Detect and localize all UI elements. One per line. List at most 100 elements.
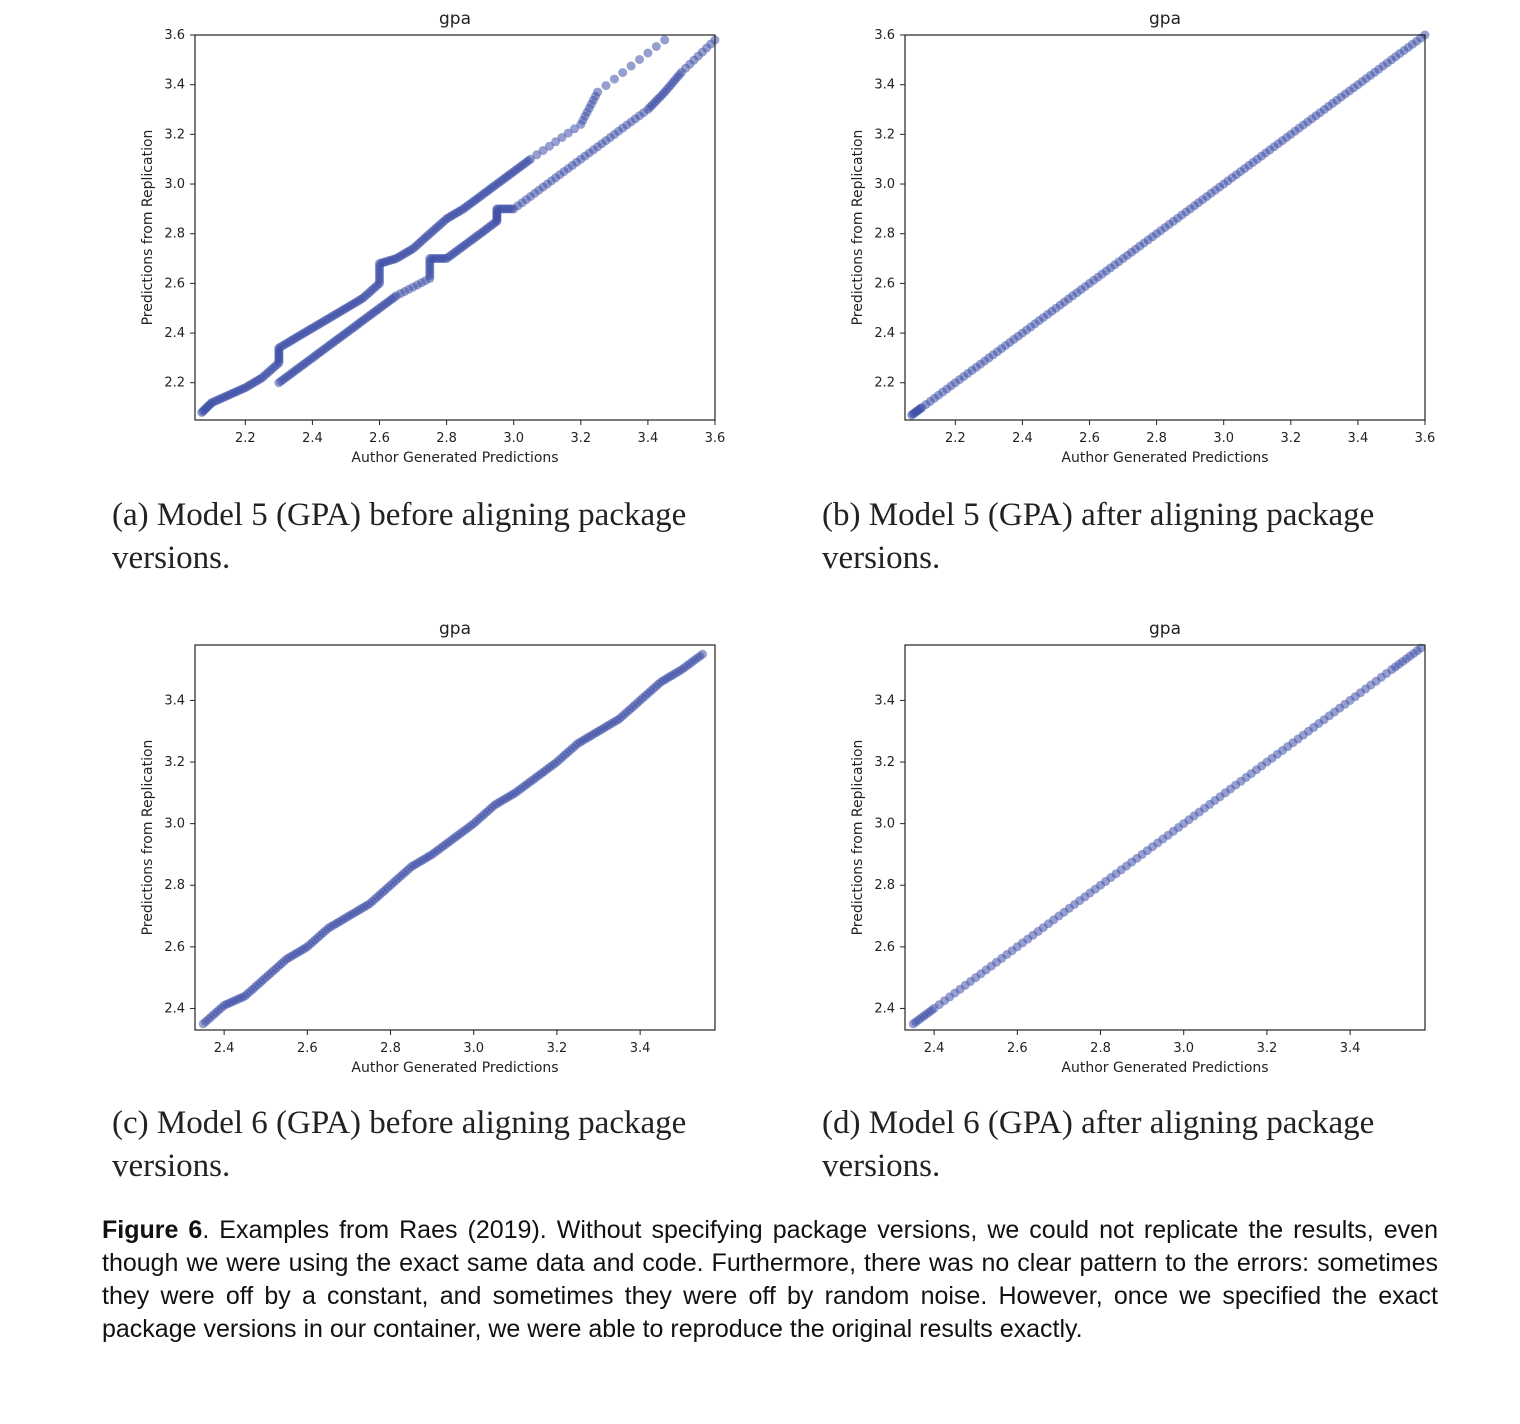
x-tick-label: 3.6 bbox=[705, 431, 726, 446]
x-tick-label: 2.2 bbox=[235, 431, 256, 446]
x-axis-label: Author Generated Predictions bbox=[351, 450, 558, 466]
x-tick-label: 2.4 bbox=[924, 1041, 945, 1056]
chart-panel-d: gpa 2.4 2.6 2.8 3.0 3.2 3.4 2.4 2.6 2.8 3.0 3.2 3.4 A… bbox=[830, 610, 1470, 1090]
x-tick-label: 3.4 bbox=[630, 1041, 651, 1056]
data-point bbox=[526, 154, 535, 164]
data-point bbox=[551, 137, 561, 147]
data-point bbox=[626, 61, 636, 71]
y-tick-label: 2.6 bbox=[164, 940, 185, 955]
x-tick-label: 2.4 bbox=[214, 1041, 235, 1056]
y-tick-label: 3.0 bbox=[874, 177, 895, 192]
data-point bbox=[532, 150, 542, 160]
scatter-points bbox=[907, 30, 1430, 420]
x-tick-label: 2.8 bbox=[380, 1041, 401, 1056]
y-tick-label: 2.8 bbox=[874, 878, 895, 893]
scatter-points bbox=[197, 35, 720, 417]
x-axis-label: Author Generated Predictions bbox=[1061, 450, 1268, 466]
data-point bbox=[570, 124, 579, 134]
y-tick-label: 2.6 bbox=[164, 276, 185, 291]
y-tick-label: 2.8 bbox=[164, 878, 185, 893]
y-tick-label: 3.0 bbox=[874, 817, 895, 832]
chart-title: gpa bbox=[439, 619, 471, 639]
plot-frame bbox=[904, 34, 1426, 421]
x-axis-label: Author Generated Predictions bbox=[351, 1060, 558, 1076]
y-tick-label: 2.2 bbox=[874, 376, 895, 391]
x-tick-label: 3.4 bbox=[1348, 431, 1369, 446]
data-point bbox=[618, 68, 628, 78]
x-tick-label: 3.0 bbox=[503, 431, 524, 446]
x-axis-label: Author Generated Predictions bbox=[1061, 1060, 1268, 1076]
data-point bbox=[635, 55, 644, 64]
x-tick-label: 3.2 bbox=[570, 431, 591, 446]
caption-c: (c) Model 6 (GPA) before aligning packag… bbox=[112, 1105, 687, 1184]
chart-panel-b: gpa 2.2 2.4 2.6 2.8 3.0 3.2 3.4 3.6 2.2 2.4 2.6 2.8 3… bbox=[830, 0, 1470, 480]
data-point bbox=[609, 74, 619, 84]
plot-frame bbox=[194, 34, 716, 421]
y-tick-label: 2.8 bbox=[164, 227, 185, 242]
scatter-points bbox=[908, 643, 1426, 1029]
y-axis-label: Predictions from Replication bbox=[850, 740, 866, 936]
x-tick-label: 3.2 bbox=[1280, 431, 1301, 446]
x-tick-label: 3.0 bbox=[1173, 1041, 1194, 1056]
chart-title: gpa bbox=[1149, 619, 1181, 639]
y-tick-label: 3.6 bbox=[164, 28, 185, 43]
y-tick-label: 3.2 bbox=[874, 755, 895, 770]
scatter-chart-c: gpa 2.4 2.6 2.8 3.0 3.2 3.4 2.4 2.6 2.8 3.0 3.2 3.4 A… bbox=[140, 619, 716, 1076]
x-tick-label: 2.6 bbox=[369, 431, 390, 446]
y-axis-label: Predictions from Replication bbox=[140, 740, 156, 936]
data-point bbox=[538, 146, 548, 155]
x-tick-label: 2.4 bbox=[1012, 431, 1033, 446]
x-tick-label: 2.2 bbox=[945, 431, 966, 446]
plot-frame bbox=[904, 644, 1426, 1031]
x-tick-label: 3.0 bbox=[463, 1041, 484, 1056]
scatter-points bbox=[198, 649, 707, 1029]
x-tick-label: 2.4 bbox=[302, 431, 323, 446]
y-tick-label: 2.2 bbox=[164, 376, 185, 391]
data-point bbox=[1416, 643, 1426, 653]
y-tick-label: 2.4 bbox=[164, 1001, 185, 1016]
scatter-chart-b: gpa 2.2 2.4 2.6 2.8 3.0 3.2 3.4 3.6 2.2 2.4 2.6 2.8 3… bbox=[850, 9, 1435, 466]
y-tick-label: 3.4 bbox=[874, 693, 895, 708]
x-tick-label: 3.0 bbox=[1213, 431, 1234, 446]
y-axis-label: Predictions from Replication bbox=[140, 130, 156, 326]
x-tick-label: 2.6 bbox=[1007, 1041, 1028, 1056]
x-tick-label: 3.4 bbox=[1340, 1041, 1361, 1056]
x-tick-label: 2.6 bbox=[297, 1041, 318, 1056]
x-tick-label: 3.2 bbox=[1257, 1041, 1278, 1056]
x-tick-label: 2.6 bbox=[1079, 431, 1100, 446]
x-tick-label: 2.8 bbox=[436, 431, 457, 446]
data-point bbox=[660, 35, 670, 45]
x-tick-label: 2.8 bbox=[1090, 1041, 1111, 1056]
y-tick-label: 3.2 bbox=[164, 755, 185, 770]
y-tick-label: 3.4 bbox=[164, 693, 185, 708]
y-tick-label: 3.0 bbox=[164, 817, 185, 832]
plot-frame bbox=[194, 644, 716, 1031]
x-tick-label: 3.2 bbox=[547, 1041, 568, 1056]
caption-a: (a) Model 5 (GPA) before aligning packag… bbox=[112, 497, 687, 576]
scatter-chart-d: gpa 2.4 2.6 2.8 3.0 3.2 3.4 2.4 2.6 2.8 3.0 3.2 3.4 A… bbox=[850, 619, 1426, 1076]
y-tick-label: 3.4 bbox=[874, 78, 895, 93]
y-tick-label: 2.4 bbox=[874, 326, 895, 341]
figure-caption: Figure 6. Examples from Raes (2019). Wit… bbox=[102, 1214, 1438, 1346]
data-point bbox=[593, 87, 603, 97]
data-point bbox=[643, 48, 653, 58]
data-point bbox=[651, 42, 661, 51]
caption-d: (d) Model 6 (GPA) after aligning package… bbox=[822, 1105, 1375, 1184]
y-tick-label: 2.4 bbox=[874, 1001, 895, 1016]
data-point bbox=[557, 133, 567, 142]
y-tick-label: 3.4 bbox=[164, 78, 185, 93]
chart-panel-c: gpa 2.4 2.6 2.8 3.0 3.2 3.4 2.4 2.6 2.8 3.0 3.2 3.4 A… bbox=[120, 610, 760, 1090]
y-tick-label: 3.6 bbox=[874, 28, 895, 43]
scatter-chart-a: gpa 2.2 2.4 2.6 2.8 3.0 3.2 3.4 3.6 2.2 2.4 2.6 2.8 3… bbox=[140, 9, 726, 466]
data-point bbox=[698, 649, 707, 659]
y-tick-label: 3.2 bbox=[164, 127, 185, 142]
y-tick-label: 2.8 bbox=[874, 227, 895, 242]
y-tick-label: 2.4 bbox=[164, 326, 185, 341]
chart-panel-a: gpa 2.2 2.4 2.6 2.8 3.0 3.2 3.4 3.6 2.2 2.4 2.6 2.8 3… bbox=[120, 0, 760, 480]
x-tick-label: 2.8 bbox=[1146, 431, 1167, 446]
figure-label: Figure 6 bbox=[102, 1216, 203, 1244]
data-point bbox=[563, 128, 573, 138]
chart-title: gpa bbox=[1149, 9, 1181, 29]
caption-b: (b) Model 5 (GPA) after aligning package… bbox=[822, 497, 1375, 576]
chart-title: gpa bbox=[439, 9, 471, 29]
